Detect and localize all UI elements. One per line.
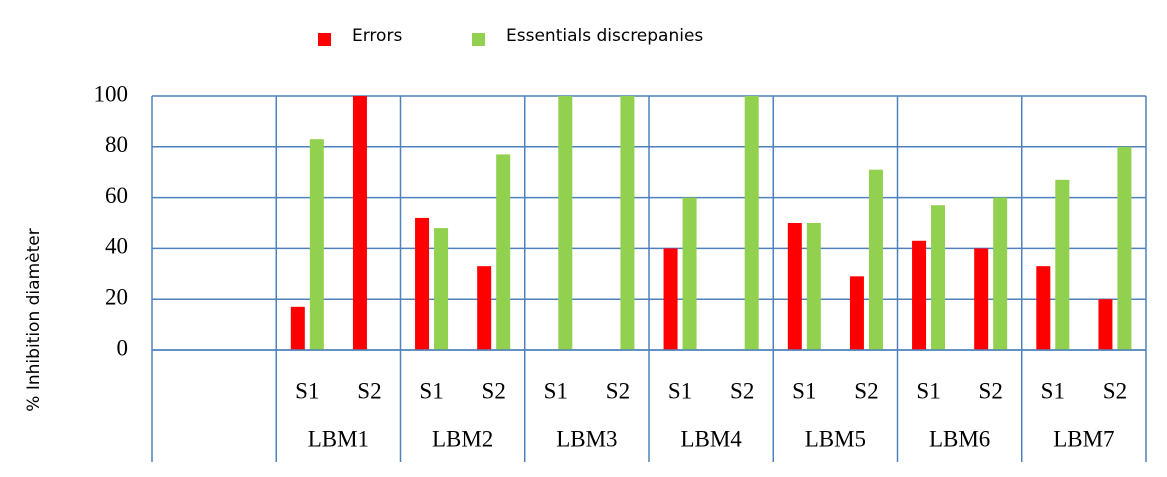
bar <box>415 217 430 350</box>
legend-label: Errors <box>352 26 402 46</box>
y-tick-label: 80 <box>105 132 128 157</box>
bar <box>931 205 946 350</box>
x-tick-label: S1 <box>295 378 319 403</box>
bar <box>849 276 864 350</box>
group-label: LBM1 <box>308 426 369 451</box>
x-tick-label: S1 <box>916 378 940 403</box>
bar <box>912 240 927 350</box>
group-label: LBM5 <box>805 426 866 451</box>
bar <box>434 228 449 350</box>
legend-label: Essentials discrepanies <box>506 26 703 46</box>
x-tick-label: S2 <box>1103 378 1127 403</box>
x-tick-label: S1 <box>544 378 568 403</box>
bar <box>1055 179 1070 350</box>
y-tick-label: 100 <box>94 81 129 106</box>
bar <box>806 223 821 350</box>
legend-swatch <box>472 33 485 46</box>
bar <box>682 197 697 350</box>
bar <box>993 197 1008 350</box>
bar <box>868 169 883 350</box>
group-label: LBM4 <box>680 426 742 451</box>
y-tick-label: 40 <box>105 234 128 259</box>
bar <box>620 96 635 350</box>
bar <box>787 223 802 350</box>
group-label: LBM7 <box>1053 426 1114 451</box>
bar <box>290 306 305 350</box>
y-tick-label: 0 <box>117 335 129 360</box>
x-tick-label: S2 <box>854 378 878 403</box>
bar <box>663 248 678 350</box>
bar <box>558 96 573 350</box>
bar <box>974 248 989 350</box>
group-label: LBM3 <box>556 426 617 451</box>
bar <box>1117 146 1132 350</box>
bar <box>477 266 492 350</box>
y-axis-label: % Inhibition diamèter <box>24 228 44 411</box>
y-tick-label: 20 <box>105 284 128 309</box>
group-label: LBM2 <box>432 426 493 451</box>
x-tick-label: S2 <box>482 378 506 403</box>
x-tick-label: S2 <box>730 378 754 403</box>
y-tick-label: 60 <box>105 183 128 208</box>
bar <box>309 139 324 350</box>
x-tick-label: S1 <box>1041 378 1065 403</box>
x-tick-label: S2 <box>979 378 1003 403</box>
x-tick-label: S2 <box>606 378 630 403</box>
bar <box>1036 266 1051 350</box>
x-tick-label: S1 <box>419 378 443 403</box>
bar <box>744 96 759 350</box>
x-tick-label: S2 <box>357 378 381 403</box>
bar <box>496 154 511 350</box>
bar <box>352 96 367 350</box>
bar <box>1098 299 1113 350</box>
group-label: LBM6 <box>929 426 990 451</box>
x-tick-label: S1 <box>668 378 692 403</box>
x-tick-label: S1 <box>792 378 816 403</box>
legend-swatch <box>318 33 331 46</box>
